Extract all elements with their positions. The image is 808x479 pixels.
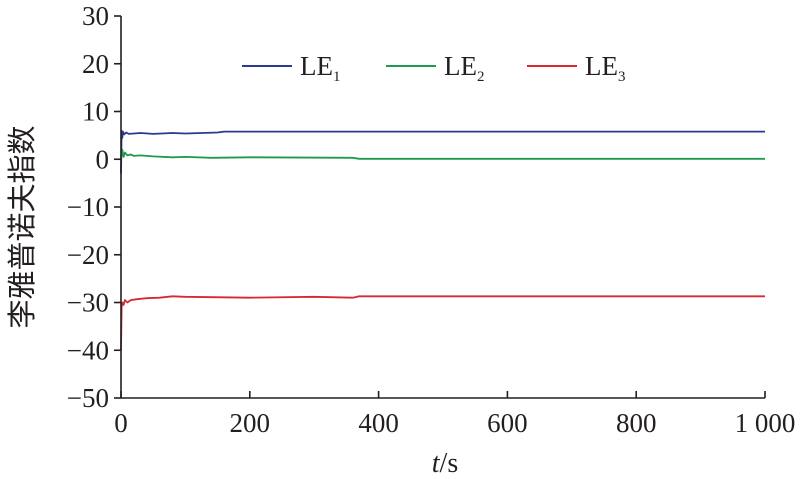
legend-label: LE1 <box>300 51 341 85</box>
y-tick-label: 0 <box>96 144 110 174</box>
x-tick-label: 400 <box>358 408 399 438</box>
x-tick-label: 600 <box>487 408 528 438</box>
x-ticks: 0 200 400 600 800 1 000 <box>114 391 795 438</box>
x-axis-label-var: t <box>432 448 441 479</box>
y-tick-label: −50 <box>67 383 109 413</box>
x-tick-label: 1 000 <box>735 408 796 438</box>
y-ticks: 30 20 10 0 −10 −20 −30 −40 −50 <box>67 1 121 413</box>
legend-label: LE3 <box>585 51 626 85</box>
legend-item: LE2 <box>386 51 485 85</box>
legend-item: LE1 <box>242 51 341 85</box>
series-line-le3 <box>120 295 765 351</box>
series-line-le2 <box>120 148 765 160</box>
series-line-le1 <box>120 129 765 174</box>
legend-label: LE2 <box>444 51 485 85</box>
y-tick-label: 30 <box>82 1 109 31</box>
x-tick-label: 0 <box>114 408 128 438</box>
legend-item: LE3 <box>527 51 626 85</box>
axes <box>120 16 765 399</box>
y-axis-label: 李雅普诺夫指数 <box>5 125 39 328</box>
y-tick-label: −20 <box>67 240 109 270</box>
legend: LE1 LE2 LE3 <box>242 51 626 85</box>
x-tick-label: 200 <box>230 408 271 438</box>
x-tick-label: 800 <box>616 408 657 438</box>
plot-area <box>120 129 765 351</box>
y-tick-label: −30 <box>67 288 109 318</box>
y-tick-label: −10 <box>67 192 109 222</box>
y-tick-label: 20 <box>82 49 109 79</box>
y-tick-label: 10 <box>82 97 109 127</box>
x-axis-label: t/s <box>432 448 458 479</box>
y-tick-label: −40 <box>67 335 109 365</box>
x-axis-label-unit: /s <box>440 448 459 479</box>
